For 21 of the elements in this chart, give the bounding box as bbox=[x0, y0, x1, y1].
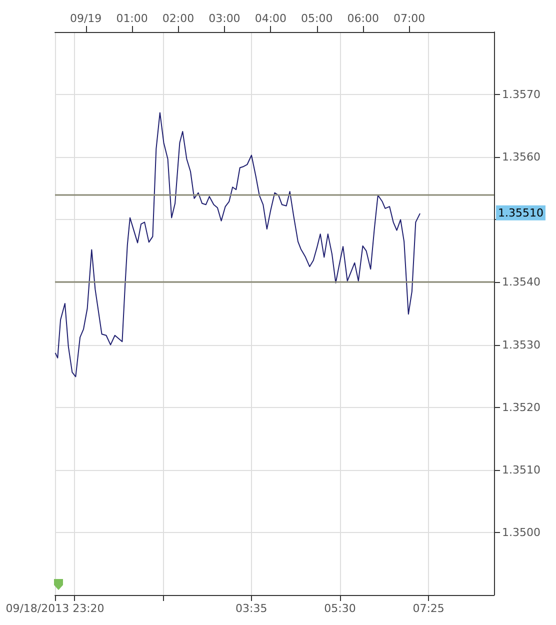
line-series bbox=[54, 112, 421, 378]
text: 1.35510 bbox=[498, 206, 544, 220]
y-tick-label: 1.3570 bbox=[502, 88, 540, 102]
x2-tick-label: 03:00 bbox=[208, 12, 240, 25]
y-tick-label: 1.3520 bbox=[502, 400, 540, 414]
x2-tick-label: 01:00 bbox=[116, 12, 148, 25]
x-tick-label: 03:35 bbox=[236, 602, 268, 615]
y-tick-label: 1.3560 bbox=[502, 150, 540, 164]
x2-tick-label: 09/19 bbox=[70, 12, 102, 25]
x-tick-label: 07:25 bbox=[412, 602, 444, 615]
y-tick-label: 1.3510 bbox=[502, 463, 540, 476]
x-tick-label: 09/18/2013 23:20 bbox=[6, 602, 104, 615]
x2-tick-label: 06:00 bbox=[347, 12, 379, 25]
y-tick-label: 1.3530 bbox=[502, 338, 540, 352]
x2-tick-label: 05:00 bbox=[301, 12, 333, 25]
x2-tick-label: 04:00 bbox=[254, 12, 287, 25]
x2-tick-label: 02:00 bbox=[162, 12, 194, 25]
y-tick-label: 1.3540 bbox=[502, 276, 540, 289]
y-tick-label: 1.3500 bbox=[502, 526, 540, 539]
x-tick-label: 05:30 bbox=[324, 602, 356, 615]
x2-tick-label: 07:00 bbox=[393, 12, 426, 25]
